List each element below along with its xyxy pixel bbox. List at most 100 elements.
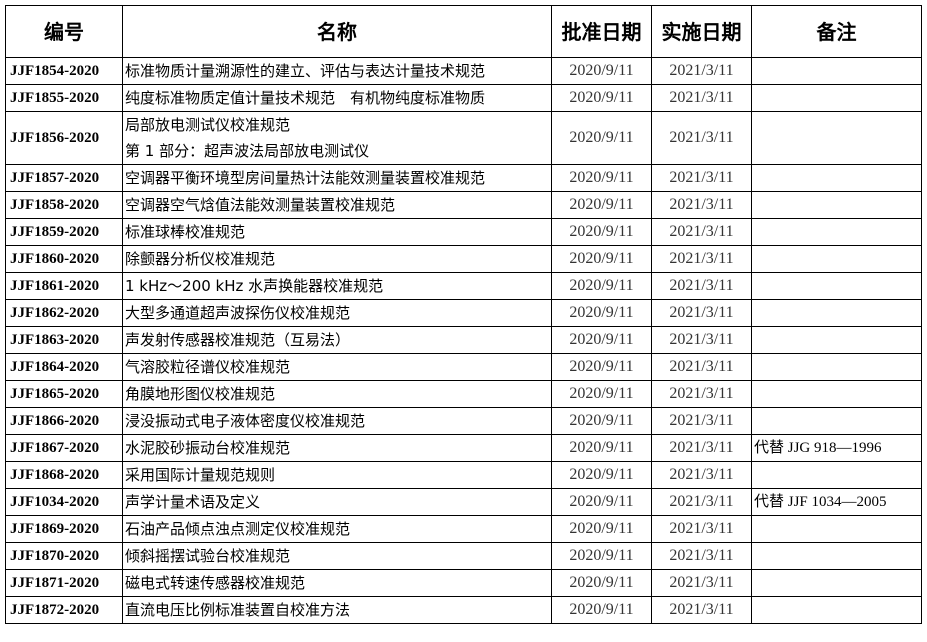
- approved-cell: 2020/9/11: [551, 461, 652, 489]
- header-code: 编号: [5, 5, 123, 58]
- effective-cell: 2021/3/11: [651, 111, 752, 165]
- approved-cell: 2020/9/11: [551, 434, 652, 462]
- approved-cell: 2020/9/11: [551, 272, 652, 300]
- effective-cell: 2021/3/11: [651, 164, 752, 192]
- note-cell: [751, 245, 922, 273]
- table-row: JJF1865-2020 角膜地形图仪校准规范 2020/9/11 2021/3/11: [5, 380, 922, 408]
- note-cell: [751, 84, 922, 112]
- code-cell: JJF1865-2020: [5, 380, 123, 408]
- approved-cell: 2020/9/11: [551, 164, 652, 192]
- code-cell: JJF1867-2020: [5, 434, 123, 462]
- code-cell: JJF1869-2020: [5, 515, 123, 543]
- code-cell: JJF1863-2020: [5, 326, 123, 354]
- table-row: JJF1869-2020 石油产品倾点浊点测定仪校准规范 2020/9/11 2021…: [5, 515, 922, 543]
- effective-cell: 2021/3/11: [651, 380, 752, 408]
- table-row: JJF1864-2020 气溶胶粒径谱仪校准规范 2020/9/11 2021/3/1…: [5, 353, 922, 381]
- approved-cell: 2020/9/11: [551, 218, 652, 246]
- note-cell: [751, 461, 922, 489]
- effective-cell: 2021/3/11: [651, 353, 752, 381]
- approved-cell: 2020/9/11: [551, 407, 652, 435]
- effective-cell: 2021/3/11: [651, 245, 752, 273]
- name-cell: 磁电式转速传感器校准规范: [122, 569, 552, 597]
- code-cell: JJF1856-2020: [5, 111, 123, 165]
- name-cell: 浸没振动式电子液体密度仪校准规范: [122, 407, 552, 435]
- approved-cell: 2020/9/11: [551, 326, 652, 354]
- note-cell: [751, 515, 922, 543]
- table-row: JJF1858-2020 空调器空气焓值法能效测量装置校准规范 2020/9/11 2…: [5, 191, 922, 219]
- header-approved-date: 批准日期: [551, 5, 652, 58]
- header-note: 备注: [751, 5, 922, 58]
- table-row: JJF1860-2020 除颤器分析仪校准规范 2020/9/11 2021/3/11: [5, 245, 922, 273]
- name-cell: 气溶胶粒径谱仪校准规范: [122, 353, 552, 381]
- table-row: JJF1034-2020 声学计量术语及定义 2020/9/11 2021/3/11 代…: [5, 488, 922, 516]
- name-cell: 标准物质计量溯源性的建立、评估与表达计量技术规范: [122, 57, 552, 85]
- standards-table: 编号 名称 批准日期 实施日期 备注 JJF1854-2020 标准物质计量溯源性…: [5, 5, 922, 624]
- note-cell: [751, 569, 922, 597]
- note-cell: [751, 191, 922, 219]
- code-cell: JJF1872-2020: [5, 596, 123, 624]
- table-row: JJF1859-2020 标准球棒校准规范 2020/9/11 2021/3/11: [5, 218, 922, 246]
- code-cell: JJF1871-2020: [5, 569, 123, 597]
- name-cell: 石油产品倾点浊点测定仪校准规范: [122, 515, 552, 543]
- table-row: JJF1870-2020 倾斜摇摆试验台校准规范 2020/9/11 2021/3/1…: [5, 542, 922, 570]
- code-cell: JJF1854-2020: [5, 57, 123, 85]
- effective-cell: 2021/3/11: [651, 569, 752, 597]
- approved-cell: 2020/9/11: [551, 111, 652, 165]
- header-effective-date: 实施日期: [651, 5, 752, 58]
- name-cell: 1 kHz～200 kHz 水声换能器校准规范: [122, 272, 552, 300]
- note-cell: [751, 164, 922, 192]
- name-cell: 角膜地形图仪校准规范: [122, 380, 552, 408]
- effective-cell: 2021/3/11: [651, 326, 752, 354]
- code-cell: JJF1859-2020: [5, 218, 123, 246]
- effective-cell: 2021/3/11: [651, 407, 752, 435]
- table-row: JJF1866-2020 浸没振动式电子液体密度仪校准规范 2020/9/11 202…: [5, 407, 922, 435]
- approved-cell: 2020/9/11: [551, 191, 652, 219]
- effective-cell: 2021/3/11: [651, 434, 752, 462]
- code-cell: JJF1861-2020: [5, 272, 123, 300]
- approved-cell: 2020/9/11: [551, 299, 652, 327]
- name-cell: 空调器空气焓值法能效测量装置校准规范: [122, 191, 552, 219]
- table-row: JJF1856-2020 局部放电测试仪校准规范第 1 部分：超声波法局部放电测试…: [5, 111, 922, 165]
- code-cell: JJF1858-2020: [5, 191, 123, 219]
- note-cell: [751, 272, 922, 300]
- code-cell: JJF1862-2020: [5, 299, 123, 327]
- name-cell: 标准球棒校准规范: [122, 218, 552, 246]
- code-cell: JJF1864-2020: [5, 353, 123, 381]
- note-cell: [751, 218, 922, 246]
- table-row: JJF1871-2020 磁电式转速传感器校准规范 2020/9/11 2021/3/…: [5, 569, 922, 597]
- code-cell: JJF1034-2020: [5, 488, 123, 516]
- approved-cell: 2020/9/11: [551, 569, 652, 597]
- table-row: JJF1855-2020 纯度标准物质定值计量技术规范 有机物纯度标准物质 2020…: [5, 84, 922, 112]
- effective-cell: 2021/3/11: [651, 84, 752, 112]
- note-cell: 代替 JJG 918—1996: [751, 434, 922, 462]
- note-cell: 代替 JJF 1034—2005: [751, 488, 922, 516]
- note-cell: [751, 380, 922, 408]
- effective-cell: 2021/3/11: [651, 272, 752, 300]
- effective-cell: 2021/3/11: [651, 515, 752, 543]
- table-row: JJF1863-2020 声发射传感器校准规范（互易法） 2020/9/11 2021…: [5, 326, 922, 354]
- effective-cell: 2021/3/11: [651, 542, 752, 570]
- code-cell: JJF1857-2020: [5, 164, 123, 192]
- name-line-1: 局部放电测试仪校准规范: [125, 116, 291, 134]
- name-cell: 除颤器分析仪校准规范: [122, 245, 552, 273]
- name-cell: 声学计量术语及定义: [122, 488, 552, 516]
- name-cell: 采用国际计量规范规则: [122, 461, 552, 489]
- approved-cell: 2020/9/11: [551, 380, 652, 408]
- note-cell: [751, 326, 922, 354]
- table-row: JJF1868-2020 采用国际计量规范规则 2020/9/11 2021/3/11: [5, 461, 922, 489]
- note-cell: [751, 111, 922, 165]
- name-cell: 空调器平衡环境型房间量热计法能效测量装置校准规范: [122, 164, 552, 192]
- code-cell: JJF1868-2020: [5, 461, 123, 489]
- effective-cell: 2021/3/11: [651, 488, 752, 516]
- table-row: JJF1861-2020 1 kHz～200 kHz 水声换能器校准规范 2020/…: [5, 272, 922, 300]
- approved-cell: 2020/9/11: [551, 84, 652, 112]
- effective-cell: 2021/3/11: [651, 57, 752, 85]
- note-cell: [751, 407, 922, 435]
- header-row: 编号 名称 批准日期 实施日期 备注: [5, 5, 922, 58]
- table-row: JJF1872-2020 直流电压比例标准装置自校准方法 2020/9/11 2021…: [5, 596, 922, 624]
- code-cell: JJF1866-2020: [5, 407, 123, 435]
- note-cell: [751, 299, 922, 327]
- effective-cell: 2021/3/11: [651, 218, 752, 246]
- name-cell: 纯度标准物质定值计量技术规范 有机物纯度标准物质: [122, 84, 552, 112]
- effective-cell: 2021/3/11: [651, 596, 752, 624]
